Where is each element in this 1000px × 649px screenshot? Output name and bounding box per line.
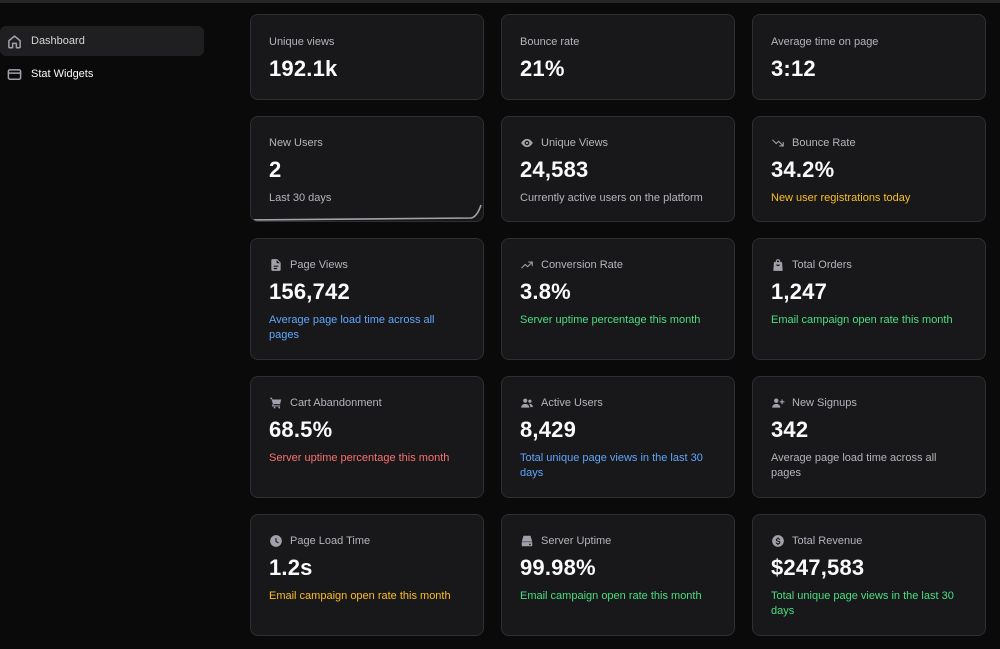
server-icon	[520, 534, 534, 548]
stat-label: Bounce Rate	[771, 136, 967, 150]
stat-label: Total Orders	[771, 258, 967, 272]
stat-label-text: Bounce Rate	[792, 137, 856, 149]
stat-card-unique-views-detail: Unique Views 24,583 Currently active use…	[501, 116, 735, 222]
stat-value: $247,583	[771, 555, 865, 580]
stat-card-conversion-rate: Conversion Rate 3.8% Server uptime perce…	[501, 238, 735, 360]
stat-value: 21%	[520, 56, 565, 81]
stat-description: Email campaign open rate this month	[269, 590, 451, 602]
stat-label: Server Uptime	[520, 534, 716, 548]
stat-label: Unique Views	[520, 136, 716, 150]
clock-icon	[269, 534, 283, 548]
sparkline	[251, 204, 482, 221]
sidebar-item-label: Dashboard	[31, 35, 85, 47]
stat-description: Email campaign open rate this month	[771, 314, 953, 326]
sidebar-item-stat-widgets[interactable]: Stat Widgets	[0, 59, 204, 89]
stat-card-page-views: Page Views 156,742 Average page load tim…	[250, 238, 484, 360]
stat-description: Total unique page views in the last 30 d…	[771, 590, 954, 617]
stat-label-text: Bounce rate	[520, 36, 580, 48]
stat-label-text: Page Views	[290, 259, 348, 271]
stat-label: Conversion Rate	[520, 258, 716, 272]
stat-card-bounce-rate: Bounce rate 21%	[501, 14, 735, 100]
stat-label-text: Cart Abandonment	[290, 397, 382, 409]
stat-card-new-signups: New Signups 342 Average page load time a…	[752, 376, 986, 498]
layers-icon	[6, 66, 22, 82]
stat-label: Unique views	[269, 35, 465, 49]
stat-value: 68.5%	[269, 417, 333, 442]
stat-label-text: Average time on page	[771, 36, 879, 48]
stat-card-server-uptime: Server Uptime 99.98% Email campaign open…	[501, 514, 735, 636]
stat-card-total-orders: Total Orders 1,247 Email campaign open r…	[752, 238, 986, 360]
stat-value: 1,247	[771, 279, 828, 304]
stat-label: New Signups	[771, 396, 967, 410]
stat-card-bounce-rate-detail: Bounce Rate 34.2% New user registrations…	[752, 116, 986, 222]
stat-label: Page Views	[269, 258, 465, 272]
trending-up-icon	[520, 258, 534, 272]
stat-value: 342	[771, 417, 809, 442]
stat-value: 3:12	[771, 56, 816, 81]
stat-card-page-load-time: Page Load Time 1.2s Email campaign open …	[250, 514, 484, 636]
stat-label-text: Unique Views	[541, 137, 609, 149]
stat-label-text: Conversion Rate	[541, 259, 623, 271]
top-border	[0, 0, 1000, 3]
stat-label-text: Active Users	[541, 397, 603, 409]
stat-description: Email campaign open rate this month	[520, 590, 702, 602]
stat-description: Total unique page views in the last 30 d…	[520, 452, 703, 479]
user-plus-icon	[771, 396, 785, 410]
stat-label: Page Load Time	[269, 534, 465, 548]
stat-value: 3.8%	[520, 279, 571, 304]
stat-label: Average time on page	[771, 35, 967, 49]
stat-value: 2	[269, 157, 282, 182]
stat-value: 99.98%	[520, 555, 596, 580]
stat-label-text: Page Load Time	[290, 535, 371, 547]
stat-description: Average page load time across all pages	[771, 452, 937, 479]
stat-card-active-users: Active Users 8,429 Total unique page vie…	[501, 376, 735, 498]
stat-card-total-revenue: Total Revenue $247,583 Total unique page…	[752, 514, 986, 636]
shopping-bag-icon	[771, 258, 785, 272]
stat-value: 8,429	[520, 417, 577, 442]
cart-icon	[269, 396, 283, 410]
stat-card-average-time: Average time on page 3:12	[752, 14, 986, 100]
stat-description: New user registrations today	[771, 192, 911, 204]
stat-value: 24,583	[520, 157, 589, 182]
stat-description: Average page load time across all pages	[269, 314, 435, 341]
stat-card-cart-abandonment: Cart Abandonment 68.5% Server uptime per…	[250, 376, 484, 498]
stats-grid: Unique views 192.1k Bounce rate 21% Aver…	[250, 14, 986, 636]
stat-label: Bounce rate	[520, 35, 716, 49]
sidebar-item-label: Stat Widgets	[31, 68, 94, 80]
users-icon	[520, 396, 534, 410]
dollar-icon	[771, 534, 785, 548]
stat-label: Cart Abandonment	[269, 396, 465, 410]
document-icon	[269, 258, 283, 272]
stat-value: 192.1k	[269, 56, 338, 81]
stat-description: Server uptime percentage this month	[269, 452, 450, 464]
home-icon	[6, 33, 22, 49]
stat-card-new-users: New Users 2 Last 30 days	[250, 116, 484, 222]
stat-label: New Users	[269, 136, 465, 150]
trending-down-icon	[771, 136, 785, 150]
stat-value: 34.2%	[771, 157, 835, 182]
stat-label-text: Unique views	[269, 36, 335, 48]
stat-description: Last 30 days	[269, 192, 332, 204]
sidebar-item-dashboard[interactable]: Dashboard	[0, 26, 204, 56]
stat-value: 1.2s	[269, 555, 313, 580]
stat-description: Currently active users on the platform	[520, 192, 703, 204]
stat-description: Server uptime percentage this month	[520, 314, 701, 326]
stat-label-text: Total Orders	[792, 259, 852, 271]
eye-icon	[520, 136, 534, 150]
stat-label: Total Revenue	[771, 534, 967, 548]
stat-label-text: New Signups	[792, 397, 857, 409]
stat-label: Active Users	[520, 396, 716, 410]
stat-card-unique-views: Unique views 192.1k	[250, 14, 484, 100]
sidebar: Dashboard Stat Widgets	[0, 26, 204, 92]
stat-label-text: Total Revenue	[792, 535, 863, 547]
stat-label-text: New Users	[269, 137, 323, 149]
stat-label-text: Server Uptime	[541, 535, 612, 547]
stat-value: 156,742	[269, 279, 350, 304]
